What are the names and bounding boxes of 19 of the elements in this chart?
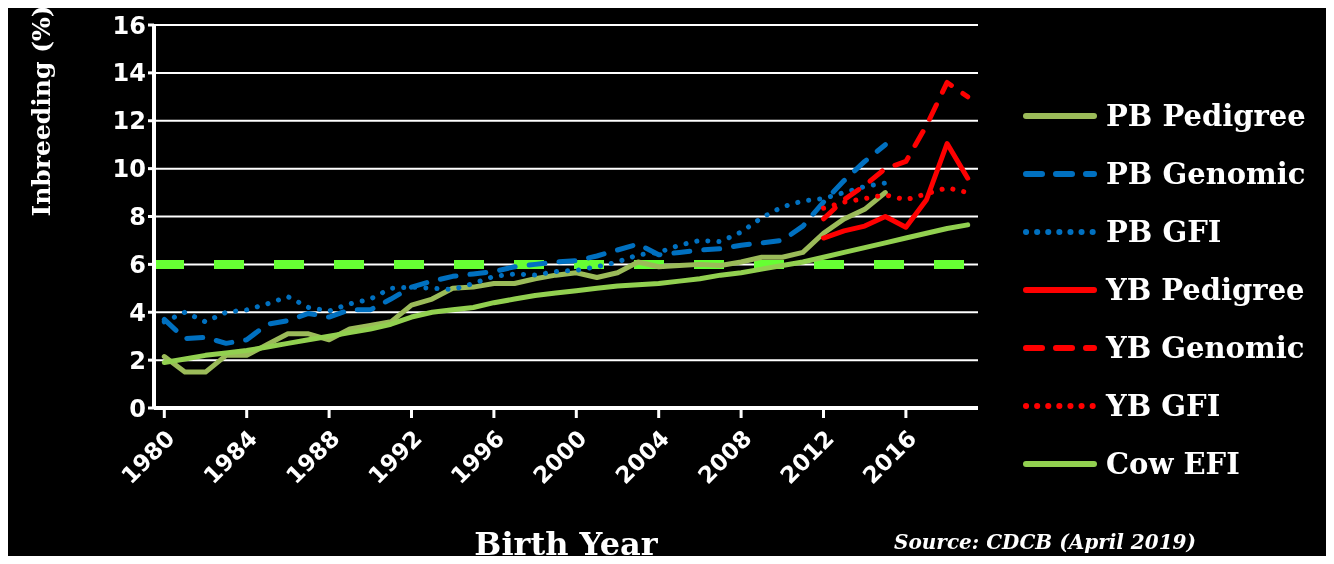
y-tick-label: 14 bbox=[112, 59, 146, 88]
source-note: Source: CDCB (April 2019) bbox=[894, 530, 1196, 554]
legend-label: Cow EFI bbox=[1106, 447, 1240, 481]
y-tick-label: 2 bbox=[129, 346, 146, 375]
legend-label: PB Genomic bbox=[1106, 157, 1306, 191]
x-axis-title: Birth Year bbox=[474, 525, 659, 563]
legend-label: YB Genomic bbox=[1106, 331, 1305, 365]
y-tick-label: 4 bbox=[129, 298, 146, 327]
y-tick-label: 10 bbox=[112, 155, 146, 184]
legend-label: YB Pedigree bbox=[1106, 273, 1305, 307]
legend-label: PB GFI bbox=[1106, 215, 1222, 249]
legend-label: YB GFI bbox=[1106, 389, 1221, 423]
y-tick-label: 0 bbox=[129, 394, 146, 423]
y-tick-label: 16 bbox=[112, 11, 146, 40]
legend-label: PB Pedigree bbox=[1106, 99, 1306, 133]
y-tick-label: 12 bbox=[112, 107, 146, 136]
y-axis-title: Inbreeding (%) bbox=[26, 5, 56, 217]
y-tick-label: 6 bbox=[129, 250, 146, 279]
y-tick-label: 8 bbox=[129, 203, 146, 232]
